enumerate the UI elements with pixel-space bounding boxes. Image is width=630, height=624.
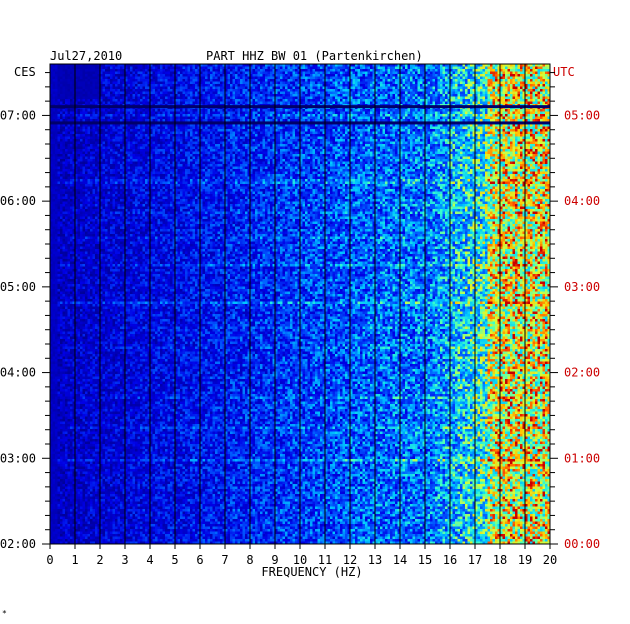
x-axis-label: FREQUENCY (HZ) [261, 565, 362, 579]
frequency-tick-label: 4 [146, 553, 153, 567]
footer-mark: * [2, 609, 7, 618]
frequency-tick-label: 1 [71, 553, 78, 567]
frequency-tick-label: 0 [46, 553, 53, 567]
spectrogram-chart: Jul27,2010 PART HHZ BW 01 (Partenkirchen… [0, 0, 630, 624]
left-time-tick-label: 05:00 [0, 280, 36, 294]
frequency-tick-label: 19 [518, 553, 532, 567]
frequency-tick-label: 20 [543, 553, 557, 567]
frequency-tick-label: 18 [493, 553, 507, 567]
frequency-tick-label: 2 [96, 553, 103, 567]
right-time-tick-label: 00:00 [564, 537, 600, 551]
chart-date: Jul27,2010 [50, 49, 122, 63]
frequency-tick-label: 6 [196, 553, 203, 567]
frequency-tick-label: 5 [171, 553, 178, 567]
right-time-tick-label: 03:00 [564, 280, 600, 294]
frequency-tick-label: 3 [121, 553, 128, 567]
frequency-axis: 0 1 2 3 4 5 6 7 8 9 10 11 12 13 14 15 16 17 18 19 20 [46, 544, 557, 567]
frequency-tick-label: 13 [368, 553, 382, 567]
chart-station-title: PART HHZ BW 01 (Partenkirchen) [206, 49, 423, 63]
left-time-axis: 07:00 06:00 05:00 04:00 03:00 02:00 [0, 73, 50, 551]
frequency-tick-label: 7 [221, 553, 228, 567]
frequency-tick-label: 17 [468, 553, 482, 567]
frequency-tick-label: 8 [246, 553, 253, 567]
frequency-tick-label: 16 [443, 553, 457, 567]
right-time-axis: 05:00 04:00 03:00 02:00 01:00 00:00 [550, 73, 600, 551]
frequency-tick-label: 14 [393, 553, 407, 567]
left-time-tick-label: 02:00 [0, 537, 36, 551]
right-time-tick-label: 05:00 [564, 108, 600, 122]
left-time-tick-label: 04:00 [0, 366, 36, 380]
right-timezone-label: UTC [553, 65, 575, 79]
right-time-tick-label: 02:00 [564, 366, 600, 380]
right-time-tick-label: 04:00 [564, 194, 600, 208]
left-time-tick-label: 06:00 [0, 194, 36, 208]
left-time-tick-label: 03:00 [0, 451, 36, 465]
right-time-tick-label: 01:00 [564, 451, 600, 465]
left-timezone-label: CES [14, 65, 36, 79]
left-time-tick-label: 07:00 [0, 108, 36, 122]
frequency-tick-label: 15 [418, 553, 432, 567]
